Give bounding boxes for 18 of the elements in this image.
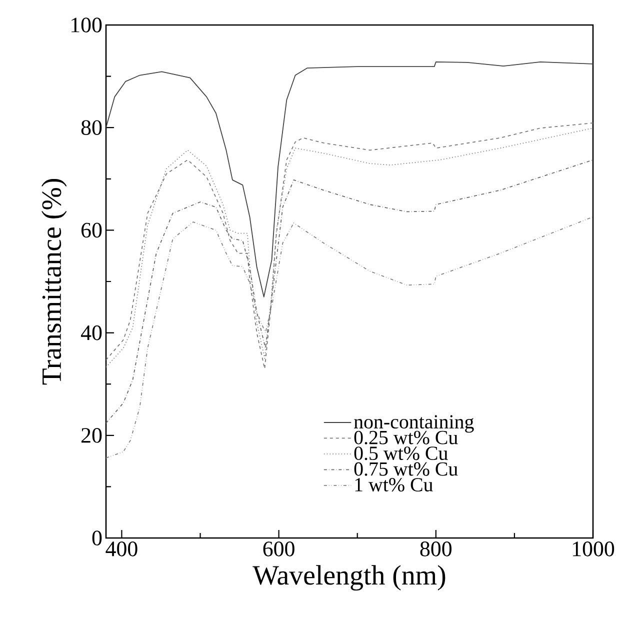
x-tick-label: 1000 bbox=[573, 542, 614, 556]
x-tick-label: 400 bbox=[106, 542, 138, 556]
legend-label: 0.25 wt% Cu bbox=[354, 430, 458, 444]
y-axis-title: Transmittance (%) bbox=[41, 179, 67, 385]
x-tick-label: 600 bbox=[263, 542, 294, 556]
x-tick-label: 800 bbox=[420, 542, 452, 556]
line-series bbox=[106, 61, 593, 298]
x-axis-title: Wavelength (nm) bbox=[252, 565, 446, 591]
y-tick-label: 100 bbox=[72, 18, 102, 32]
legend-label: 1 wt% Cu bbox=[355, 478, 433, 492]
y-tick-label: 0 bbox=[92, 530, 102, 546]
y-tick-label: 60 bbox=[82, 222, 102, 238]
legend-label: non-containing bbox=[354, 415, 474, 433]
legend-label: 0.75 wt% Cu bbox=[354, 462, 458, 476]
y-tick-label: 80 bbox=[81, 120, 102, 135]
y-tick-label: 40 bbox=[80, 325, 102, 340]
legend-label: 0.5 wt% Cu bbox=[354, 446, 448, 460]
y-tick-label: 20 bbox=[82, 428, 102, 443]
